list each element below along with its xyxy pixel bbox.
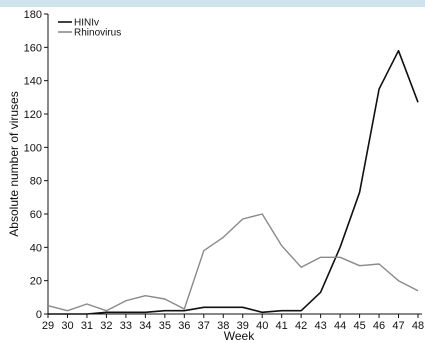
x-tick-label: 35 bbox=[159, 320, 171, 332]
y-tick-label: 140 bbox=[24, 76, 42, 88]
x-tick-label: 34 bbox=[139, 320, 151, 332]
x-tick-label: 48 bbox=[412, 320, 424, 332]
x-tick-label: 41 bbox=[276, 320, 288, 332]
x-tick-label: 44 bbox=[334, 320, 346, 332]
x-tick-label: 45 bbox=[353, 320, 365, 332]
x-tick-label: 33 bbox=[120, 320, 132, 332]
y-tick-label: 180 bbox=[24, 9, 42, 21]
axes bbox=[47, 14, 422, 315]
y-tick-label: 20 bbox=[30, 276, 42, 288]
x-tick-label: 46 bbox=[373, 320, 385, 332]
x-tick-label: 43 bbox=[315, 320, 327, 332]
y-axis-label: Absolute number of viruses bbox=[7, 91, 21, 236]
x-tick-label: 42 bbox=[295, 320, 307, 332]
x-axis-label: Week bbox=[224, 329, 255, 343]
x-tick-label: 39 bbox=[237, 320, 249, 332]
y-tick-label: 100 bbox=[24, 142, 42, 154]
y-tick-label: 60 bbox=[30, 209, 42, 221]
series-line-hiniv bbox=[48, 49, 419, 315]
x-tick-label: 30 bbox=[61, 320, 73, 332]
y-tick-label: 160 bbox=[24, 42, 42, 54]
x-tick-label: 36 bbox=[178, 320, 190, 332]
y-tick-label: 80 bbox=[30, 176, 42, 188]
x-tick-label: 40 bbox=[256, 320, 268, 332]
x-tick-label: 31 bbox=[81, 320, 93, 332]
legend-label: Rhinovirus bbox=[74, 28, 121, 39]
legend-label: HINIv bbox=[74, 18, 99, 29]
y-tick-label: 40 bbox=[30, 242, 42, 254]
x-tick-label: 38 bbox=[217, 320, 229, 332]
x-tick-label: 29 bbox=[42, 320, 54, 332]
x-tick-label: 32 bbox=[100, 320, 112, 332]
y-axis-ticks: 0 20 40 60 80 100 120 140 160 180 bbox=[24, 9, 48, 321]
top-band bbox=[0, 0, 425, 7]
series-line-rhinovirus bbox=[47, 213, 419, 312]
x-tick-label: 37 bbox=[198, 320, 210, 332]
y-tick-label: 120 bbox=[24, 109, 42, 121]
y-tick-label: 0 bbox=[36, 309, 42, 321]
x-axis-ticks: 29 30 31 32 33 34 35 36 37 38 39 40 41 42 43 44 45 46 47 48 bbox=[42, 314, 424, 332]
series-lines bbox=[47, 49, 419, 315]
x-tick-label: 47 bbox=[392, 320, 404, 332]
